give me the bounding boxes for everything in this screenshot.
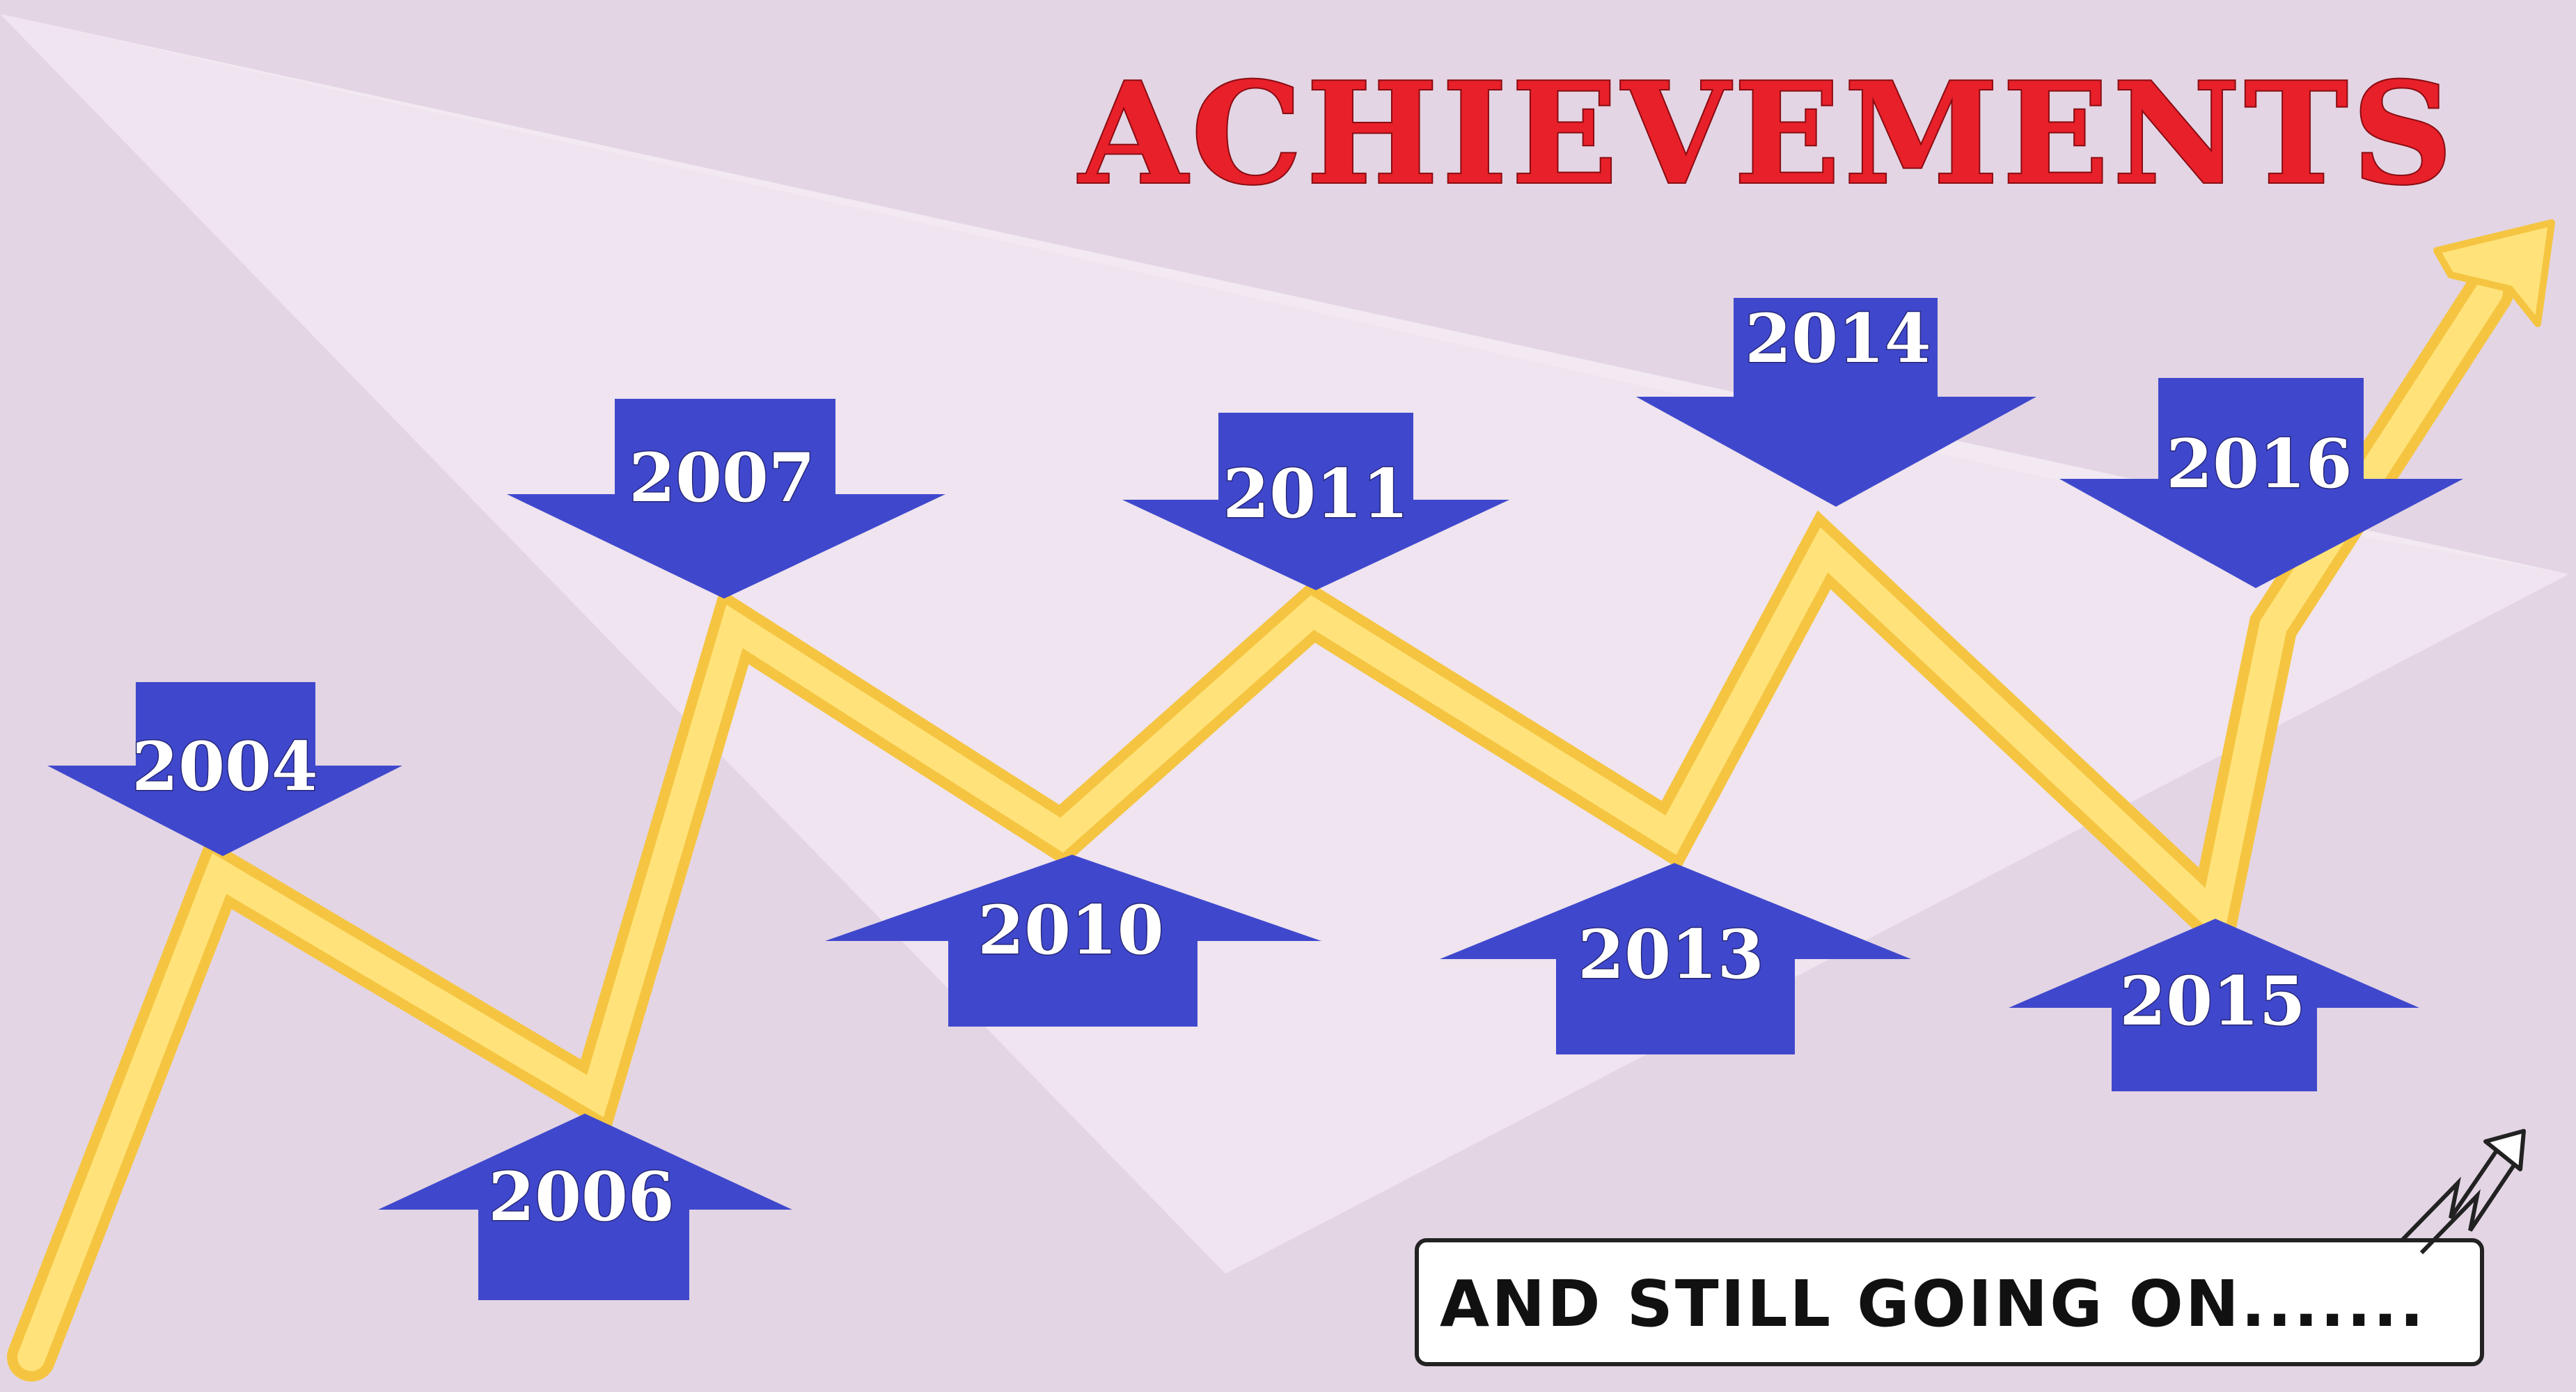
milestone-2015: 2015 (2009, 919, 2419, 1091)
milestone-year: 2011 (1223, 454, 1408, 533)
page-title: ACHIEVEMENTS (1078, 52, 2457, 216)
milestone-year: 2013 (1578, 915, 1764, 994)
milestone-2007: 2007 (507, 399, 945, 599)
down-arrow-icon (1636, 298, 2036, 507)
down-arrow-icon (47, 682, 402, 856)
up-arrow-icon (2009, 919, 2419, 1091)
milestone-2010: 2010 (825, 855, 1321, 1027)
milestone-2013: 2013 (1440, 863, 1911, 1054)
down-arrow-icon (507, 399, 945, 599)
milestone-year: 2015 (2119, 962, 2305, 1041)
up-arrow-icon (825, 855, 1321, 1027)
milestone-2016: 2016 (2059, 378, 2463, 588)
tagline-callout: AND STILL GOING ON....... (1415, 1129, 2526, 1366)
trend-up-arrow-icon (2433, 219, 2555, 327)
milestone-2004: 2004 (47, 682, 402, 856)
milestone-2006: 2006 (378, 1114, 792, 1300)
up-arrow-icon (378, 1114, 792, 1300)
growth-path (7, 268, 2513, 1382)
small-zigzag-arrow-icon (2400, 1140, 2505, 1242)
tagline-box (1415, 1238, 2484, 1366)
milestone-2014: 2014 (1636, 298, 2036, 507)
down-arrow-icon (1122, 413, 1509, 590)
tagline-text: AND STILL GOING ON....... (1440, 1267, 2426, 1341)
milestone-year: 2010 (977, 891, 1163, 970)
milestone-2011: 2011 (1122, 413, 1509, 590)
down-arrow-icon (2059, 378, 2463, 588)
milestone-year: 2014 (1745, 299, 1931, 378)
milestone-year: 2007 (629, 438, 815, 517)
milestone-year: 2006 (488, 1157, 674, 1236)
up-arrow-icon (1440, 863, 1911, 1054)
milestone-year: 2004 (132, 727, 317, 806)
milestone-year: 2016 (2166, 425, 2352, 503)
